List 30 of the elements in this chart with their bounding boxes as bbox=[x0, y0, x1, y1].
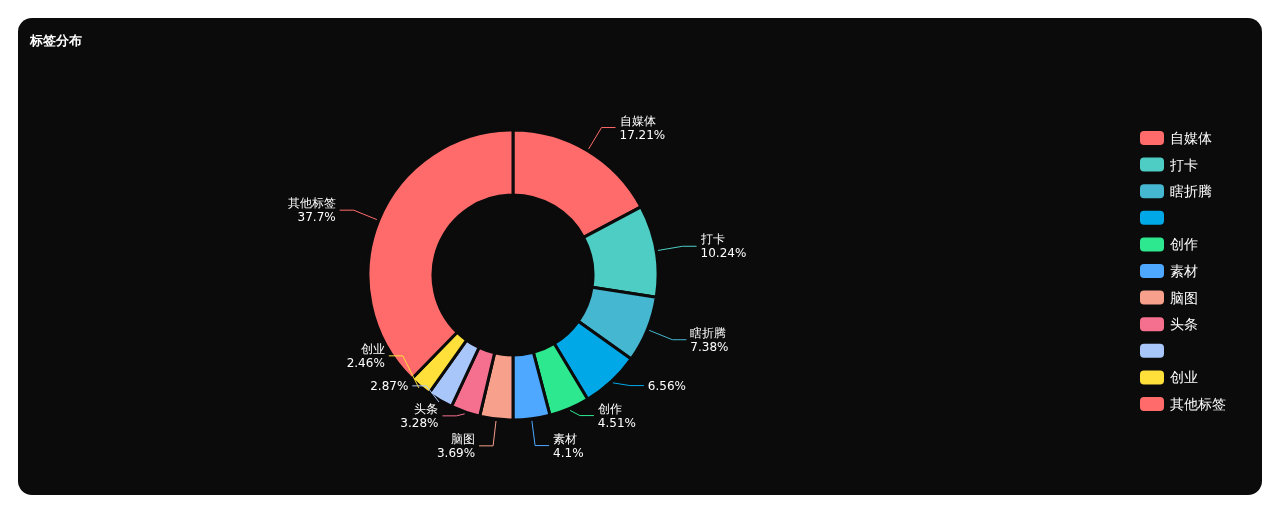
legend-label: 创作 bbox=[1170, 236, 1198, 253]
text: 标签分布 bbox=[29, 33, 82, 48]
slice-label: 素材 bbox=[553, 431, 578, 446]
slice-label: 创业 bbox=[360, 341, 385, 356]
slice-label: 创作 bbox=[597, 401, 622, 416]
data-label: 6.56% bbox=[647, 378, 686, 393]
data-label: 17.21% bbox=[619, 127, 666, 142]
slice-label: 瞎折腾 bbox=[690, 325, 727, 340]
legend-label: 其他标签 bbox=[1170, 396, 1226, 412]
data-label: 2.87% bbox=[370, 378, 409, 393]
legend-label: 素材 bbox=[1170, 263, 1198, 279]
slice-label: 头条 bbox=[414, 401, 439, 416]
data-label: 3.69% bbox=[436, 445, 476, 460]
legend-label: 脑图 bbox=[1170, 289, 1198, 306]
data-label: 37.7% bbox=[297, 210, 336, 225]
slice-label: 其他标签 bbox=[287, 196, 336, 211]
legend-label: 瞎折腾 bbox=[1170, 183, 1212, 200]
data-label: 2.46% bbox=[346, 355, 385, 370]
data-label: 7.38% bbox=[690, 339, 729, 354]
legend-label: 自媒体 bbox=[1170, 130, 1212, 146]
slice-label: 打卡 bbox=[699, 232, 725, 247]
slice-label: 自媒体 bbox=[619, 113, 656, 128]
data-label: 3.28% bbox=[400, 415, 439, 430]
legend-label: 创业 bbox=[1170, 369, 1198, 386]
data-label: 10.24% bbox=[700, 246, 747, 261]
data-label: 4.51% bbox=[597, 415, 636, 430]
legend-label: 打卡 bbox=[1169, 156, 1198, 173]
legend-label: 头条 bbox=[1170, 316, 1198, 333]
data-label: 4.1% bbox=[553, 445, 584, 460]
slice-label: 脑图 bbox=[451, 431, 476, 446]
